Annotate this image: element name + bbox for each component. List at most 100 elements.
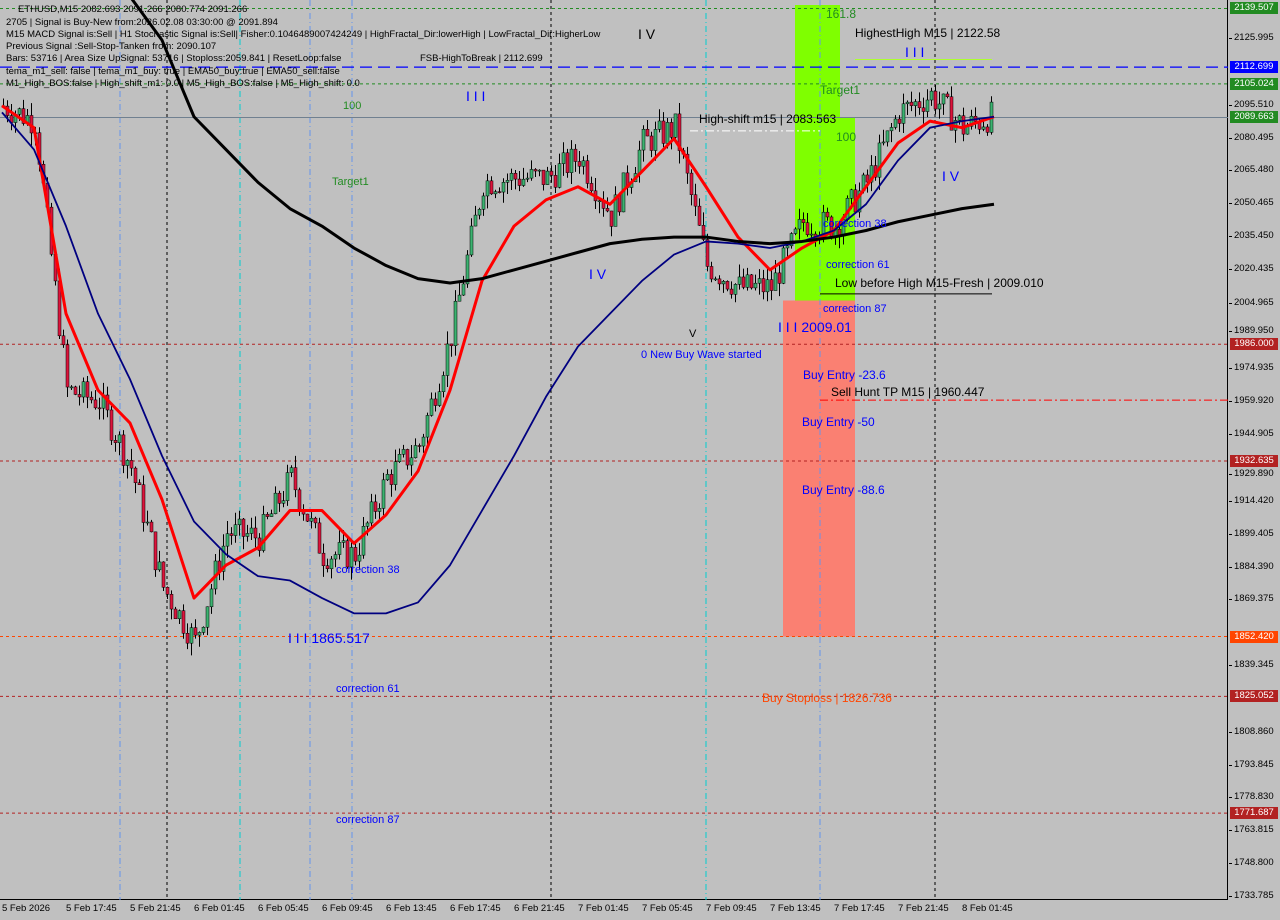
candle [733, 284, 738, 295]
candle [737, 276, 742, 285]
candle [525, 177, 530, 180]
correction-87-left: correction 87 [336, 814, 400, 826]
candle [177, 610, 182, 619]
price-badge: 2139.507 [1230, 2, 1278, 15]
candle [725, 281, 730, 290]
candle [281, 500, 286, 504]
time-tick: 7 Feb 17:45 [834, 903, 885, 914]
candle [669, 122, 674, 138]
candle [549, 170, 554, 176]
candle [897, 118, 902, 124]
candle [341, 540, 346, 543]
price-tick: 1914.420 [1229, 494, 1274, 506]
candle [285, 472, 290, 501]
candle [345, 540, 350, 568]
candle [405, 449, 410, 466]
price-tick: 1989.950 [1229, 325, 1274, 337]
price-tick: 2004.965 [1229, 296, 1274, 308]
candle [573, 148, 578, 162]
candle [389, 474, 394, 485]
candle [705, 239, 710, 267]
candle [329, 558, 334, 569]
price-tick: 1733.785 [1229, 890, 1274, 902]
price-chart[interactable] [0, 0, 1228, 900]
candle [289, 467, 294, 473]
candle [553, 175, 558, 188]
candle [741, 276, 746, 288]
price-tick: 2020.435 [1229, 262, 1274, 274]
price-badge: 2105.024 [1230, 77, 1278, 90]
candle [521, 178, 526, 186]
candle [73, 386, 78, 395]
candle [145, 521, 150, 524]
candle [585, 160, 590, 184]
price-badge: 1932.635 [1230, 455, 1278, 467]
wave-2009-label: I I I 2009.01 [778, 319, 852, 335]
price-badge: 2112.699 [1230, 61, 1278, 74]
chart-plot-area[interactable]: ETHUSD,M15 2082.693 2091.266 2080.774 20… [0, 0, 1228, 900]
candle [745, 274, 750, 288]
candle [785, 245, 790, 249]
candle [909, 101, 914, 106]
candle [373, 501, 378, 512]
wave-v-bottom: V [689, 328, 697, 340]
price-tick: 2035.450 [1229, 230, 1274, 242]
candle [889, 127, 894, 132]
price-badge: 1825.052 [1230, 690, 1278, 703]
candle [485, 180, 490, 197]
candle [493, 191, 498, 195]
candle [421, 436, 426, 447]
info-line-bars: Bars: 53716 | Area Size UpSignal: 53716 … [6, 53, 342, 64]
time-axis[interactable]: 5 Feb 2026 5 Feb 17:45 5 Feb 21:45 6 Feb 01… [0, 900, 1228, 920]
info-line-bos: M1_High_BOS:false | High_shift_m1: 0.0 |… [6, 78, 360, 89]
candle [677, 113, 682, 151]
candle [761, 278, 766, 293]
candle [233, 524, 238, 536]
time-tick: 5 Feb 21:45 [130, 903, 181, 914]
candle [501, 182, 506, 193]
buy-entry-23-label: Buy Entry -23.6 [803, 368, 886, 382]
candle [729, 288, 734, 295]
candle [209, 588, 214, 608]
candle [133, 467, 138, 484]
candle [877, 142, 882, 178]
time-tick: 8 Feb 01:45 [962, 903, 1013, 914]
candle [489, 180, 494, 195]
info-line-previous: Previous Signal :Sell-Stop-Tanken from: … [6, 41, 217, 52]
candle [273, 492, 278, 515]
candle [545, 170, 550, 185]
price-tick: 1944.905 [1229, 428, 1274, 440]
sell-hunt-tp-label: Sell Hunt TP M15 | 1960.447 [831, 385, 985, 399]
candle [509, 173, 514, 181]
candle [433, 398, 438, 406]
candle [249, 527, 254, 534]
candle [789, 233, 794, 247]
candle [637, 149, 642, 174]
price-tick: 1793.845 [1229, 758, 1274, 770]
price-tick: 1869.375 [1229, 593, 1274, 605]
candle [541, 169, 546, 185]
candle [913, 101, 918, 106]
price-tick: 1959.920 [1229, 395, 1274, 407]
candle [577, 161, 582, 167]
highest-high-label: HighestHigh M15 | 2122.58 [855, 26, 1001, 40]
candle [349, 547, 354, 568]
candle [769, 279, 774, 291]
candle [641, 128, 646, 151]
candle [701, 225, 706, 240]
candle [497, 191, 502, 193]
candle [753, 282, 758, 289]
price-axis[interactable]: 2125.995 2095.510 2080.495 2065.480 2050.465… [1229, 0, 1280, 902]
candle [445, 343, 450, 376]
candle [77, 394, 82, 398]
candle [157, 561, 162, 571]
candle [697, 205, 702, 226]
buy-entry-88-label: Buy Entry -88.6 [802, 483, 885, 497]
wave-1865-label: I I I 1865.517 [288, 630, 370, 646]
price-tick: 1884.390 [1229, 560, 1274, 572]
wave-iv-mid: I V [589, 266, 607, 282]
candle [205, 606, 210, 628]
indicator-line [130, 0, 995, 285]
candle [533, 169, 538, 172]
candle [109, 409, 114, 441]
